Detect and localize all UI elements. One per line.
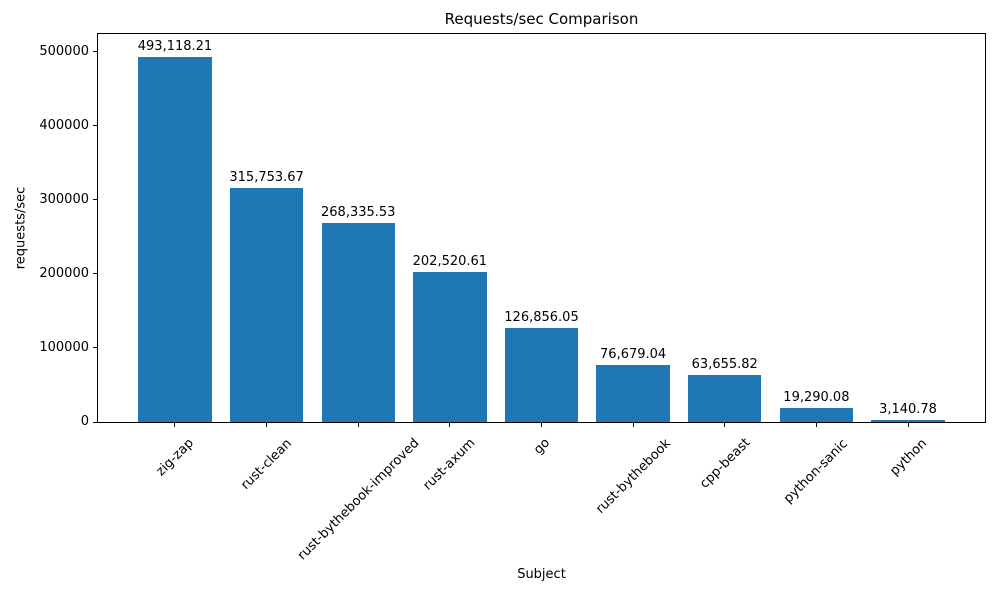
- y-tick: [93, 347, 97, 349]
- y-axis-label: requests/sec: [13, 186, 29, 270]
- bar-value-label: 126,856.05: [504, 310, 579, 326]
- y-tick-label: 200000: [39, 265, 89, 281]
- y-tick: [93, 199, 97, 201]
- x-tick-label: python: [886, 435, 930, 479]
- x-tick: [266, 423, 268, 427]
- x-tick-label: cpp-beast: [696, 435, 754, 493]
- x-tick: [541, 423, 542, 427]
- x-tick-label: rust-bythebook-improved: [294, 435, 423, 564]
- y-tick-label: 300000: [39, 191, 89, 207]
- y-tick: [93, 125, 97, 127]
- x-tick: [449, 423, 451, 427]
- bar: [688, 374, 762, 422]
- x-tick-label: rust-clean: [238, 435, 295, 493]
- y-tick-label: 0: [80, 414, 89, 429]
- bar-value-label: 493,118.21: [137, 38, 213, 54]
- x-tick: [724, 423, 726, 427]
- x-tick: [907, 423, 909, 427]
- x-tick-label: python-sanic: [781, 436, 852, 506]
- bar-value-label: 315,753.67: [229, 170, 304, 186]
- y-tick: [93, 421, 97, 423]
- x-tick-label: zig-zap: [153, 435, 197, 480]
- bar: [138, 56, 212, 422]
- bar-value-label: 3,140.78: [879, 401, 937, 417]
- y-tick-label: 500000: [39, 43, 89, 59]
- bar: [596, 365, 670, 422]
- x-tick: [357, 423, 359, 427]
- y-tick: [93, 273, 97, 275]
- x-tick-label: rust-axum: [420, 436, 479, 494]
- bar-value-label: 63,655.82: [691, 356, 758, 372]
- x-tick-label: rust-bythebook: [592, 435, 674, 517]
- bar: [321, 223, 395, 422]
- bar: [413, 272, 487, 422]
- y-tick-label: 400000: [39, 117, 89, 133]
- bar: [871, 419, 945, 422]
- x-tick: [632, 423, 634, 427]
- x-tick: [174, 423, 176, 427]
- bar: [229, 188, 304, 422]
- x-axis-label: Subject: [517, 567, 566, 582]
- chart-title: Requests/sec Comparison: [444, 10, 639, 28]
- bar: [779, 407, 854, 422]
- y-tick: [93, 51, 97, 53]
- x-tick-label: go: [530, 435, 553, 458]
- y-tick-label: 100000: [39, 339, 89, 355]
- bar: [504, 328, 579, 422]
- bar-value-label: 19,290.08: [783, 389, 850, 405]
- bar-value-label: 202,520.61: [412, 254, 488, 270]
- bar-value-label: 268,335.53: [321, 205, 396, 221]
- x-tick: [815, 423, 817, 427]
- bar-value-label: 76,679.04: [600, 347, 667, 363]
